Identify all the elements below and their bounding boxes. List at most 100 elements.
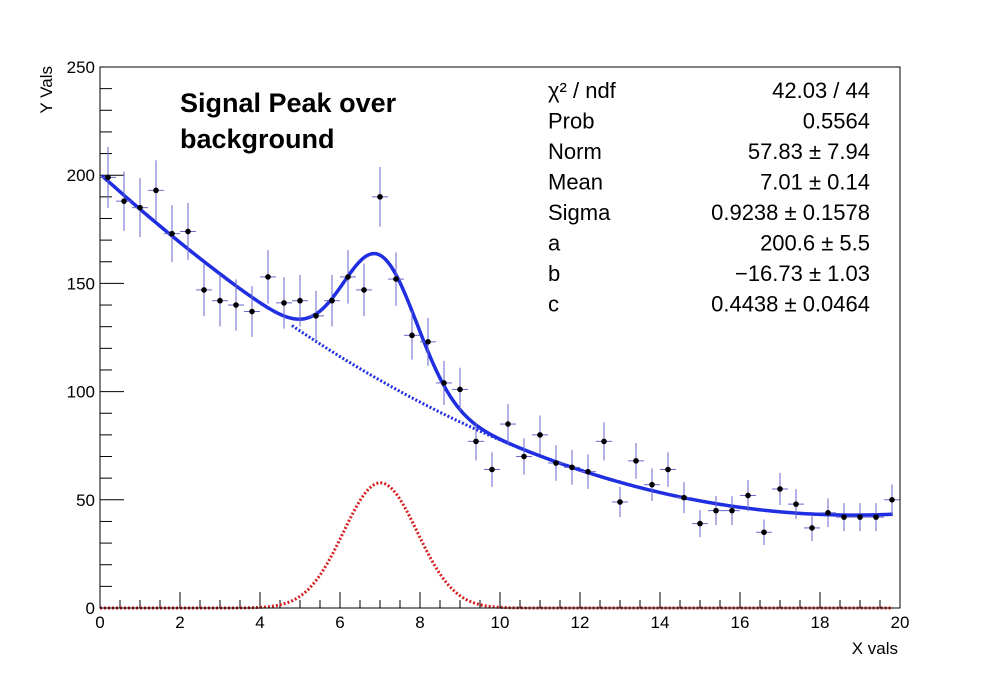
data-marker	[153, 187, 159, 194]
data-marker	[697, 520, 703, 527]
x-tick-label: 4	[255, 613, 264, 632]
data-point	[244, 286, 260, 337]
x-tick-label: 20	[891, 613, 910, 632]
data-marker	[345, 274, 351, 280]
x-tick-label: 18	[811, 613, 830, 632]
data-point	[628, 443, 644, 479]
y-tick-label: 50	[76, 491, 95, 510]
x-tick-label: 2	[175, 613, 184, 632]
data-point	[292, 274, 308, 327]
stat-value: 200.6 ± 5.5	[760, 231, 870, 256]
data-marker	[585, 468, 591, 475]
data-marker	[217, 297, 223, 304]
data-marker	[313, 313, 319, 319]
data-point	[356, 263, 372, 317]
data-point	[644, 468, 660, 501]
data-point	[724, 496, 740, 526]
data-marker	[441, 380, 447, 386]
data-marker	[521, 453, 527, 460]
data-point	[564, 449, 580, 485]
data-points	[100, 146, 900, 546]
data-marker	[121, 198, 127, 204]
data-point	[436, 360, 452, 406]
data-marker	[889, 497, 895, 503]
data-marker	[601, 438, 607, 445]
data-point	[228, 279, 244, 331]
plot-frame	[99, 66, 901, 609]
data-point	[132, 178, 148, 238]
stat-label: χ² / ndf	[548, 78, 617, 103]
data-point	[836, 503, 852, 532]
data-marker	[569, 464, 575, 471]
data-point	[596, 422, 612, 461]
data-marker	[249, 308, 255, 315]
data-marker	[617, 499, 623, 505]
data-point	[884, 484, 900, 516]
data-point	[164, 205, 180, 263]
stat-label: a	[548, 231, 561, 256]
stat-label: Mean	[548, 170, 603, 195]
data-marker	[633, 458, 639, 464]
data-marker	[745, 492, 751, 499]
data-marker	[665, 466, 671, 473]
stat-label: Sigma	[548, 200, 611, 225]
data-point	[100, 146, 116, 208]
data-marker	[681, 494, 687, 501]
data-marker	[105, 174, 111, 181]
data-point	[116, 171, 132, 231]
data-point	[676, 482, 692, 514]
data-marker	[281, 300, 287, 306]
background-polynomial-curve	[291, 324, 513, 447]
data-point	[516, 438, 532, 475]
stat-value: 7.01 ± 0.14	[760, 170, 870, 195]
data-marker	[329, 297, 335, 304]
y-tick-label: 200	[67, 166, 95, 185]
data-marker	[409, 332, 415, 339]
stat-value: −16.73 ± 1.03	[735, 261, 870, 286]
x-axis-title: X vals	[852, 639, 898, 658]
data-point	[756, 519, 772, 546]
chart-title-line-2: background	[180, 124, 335, 154]
stat-label: b	[548, 261, 560, 286]
total-fit-curve	[100, 174, 893, 517]
data-point	[340, 250, 356, 304]
stat-value: 0.9238 ± 0.1578	[711, 200, 870, 225]
x-tick-label: 14	[651, 613, 670, 632]
stat-label: Norm	[548, 139, 602, 164]
data-point	[852, 503, 868, 532]
data-marker	[873, 514, 879, 520]
data-marker	[425, 339, 431, 345]
data-point	[260, 250, 276, 304]
x-tick-label: 8	[415, 613, 424, 632]
x-tick-label: 0	[95, 613, 104, 632]
data-point	[868, 503, 884, 532]
x-tick-label: 10	[491, 613, 510, 632]
data-point	[388, 252, 404, 306]
data-point	[324, 274, 340, 327]
stat-label: Prob	[548, 109, 594, 134]
x-tick-label: 12	[571, 613, 590, 632]
data-marker	[185, 228, 191, 235]
data-marker	[857, 514, 863, 520]
data-marker	[713, 507, 719, 514]
data-point	[788, 489, 804, 520]
data-point	[196, 263, 212, 317]
data-marker	[489, 466, 495, 473]
data-marker	[649, 481, 655, 488]
data-marker	[553, 460, 559, 466]
data-point	[820, 498, 836, 528]
data-point	[420, 317, 436, 366]
data-point	[532, 415, 548, 455]
data-point	[212, 274, 228, 327]
data-point	[548, 445, 564, 481]
y-tick-label: 0	[86, 599, 95, 618]
y-tick-label: 150	[67, 274, 95, 293]
data-point	[372, 167, 388, 227]
data-marker	[505, 421, 511, 427]
data-marker	[265, 274, 271, 280]
background-curve-group	[291, 324, 513, 447]
y-tick-label: 250	[67, 58, 95, 77]
chart-title-line-1: Signal Peak over	[180, 88, 397, 118]
data-marker	[537, 432, 543, 438]
data-point	[308, 290, 324, 342]
